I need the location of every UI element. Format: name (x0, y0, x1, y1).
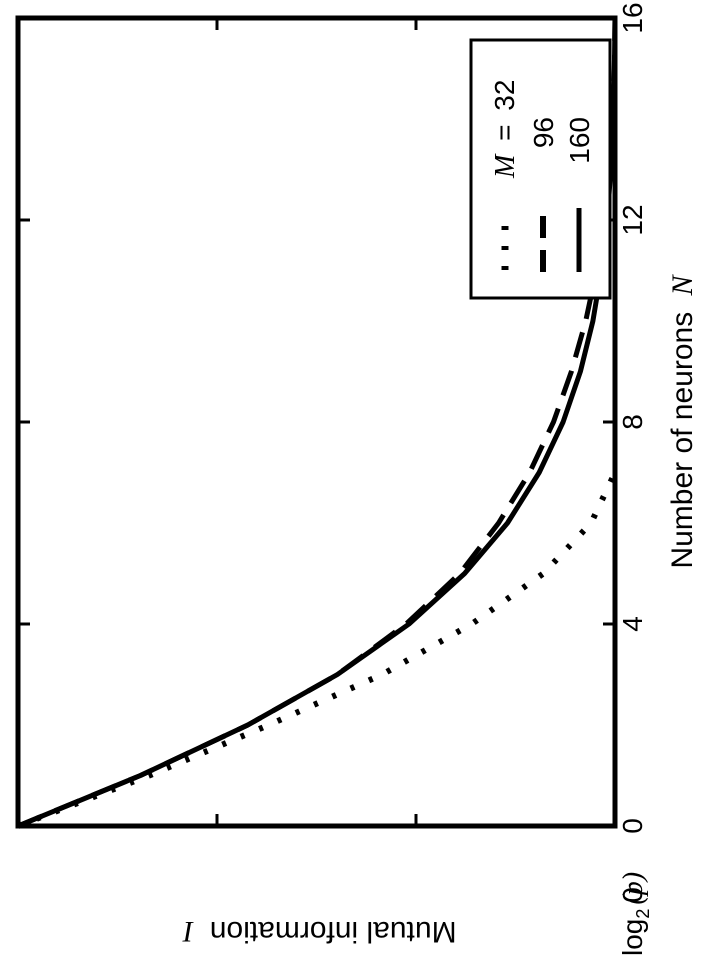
legend-symbol-m: M (490, 153, 521, 179)
x-tick-label-12: 12 (617, 204, 648, 235)
series-line-160 (17, 17, 618, 829)
x-axis-title: Number of neurons N (666, 273, 699, 568)
x-tick-label-8: 8 (617, 414, 648, 430)
legend-label-32: M = 32 (489, 80, 521, 179)
y-axis-title: Mutual information I (181, 915, 456, 948)
legend-label-96: 96 (528, 117, 559, 148)
x-tick-label-0: 0 (617, 818, 648, 834)
y-tick-label-zero: 0 (617, 887, 648, 903)
x-tick-label-4: 4 (617, 616, 648, 632)
legend: M = 32 96 160 (469, 38, 612, 300)
legend-label-160: 160 (564, 117, 595, 164)
y-tick-log-sub: 2 (633, 909, 653, 919)
series-line-32 (16, 471, 618, 829)
y-axis-title-symbol: I (181, 915, 194, 948)
y-tick-label-log2p: log2 (p) (617, 872, 653, 956)
x-tick-labels: 0 4 8 12 16 (617, 2, 648, 833)
y-tick-log-arg: (p) (618, 872, 649, 905)
x-axis-title-text: Number of neurons (666, 312, 699, 569)
x-axis-title-symbol: N (666, 273, 699, 296)
legend-value-32: 32 (489, 80, 520, 111)
x-tick-label-16: 16 (617, 2, 648, 33)
y-tick-log-prefix: log (617, 919, 648, 956)
legend-equals: = (489, 125, 520, 141)
y-axis-title-text: Mutual information (210, 915, 457, 948)
